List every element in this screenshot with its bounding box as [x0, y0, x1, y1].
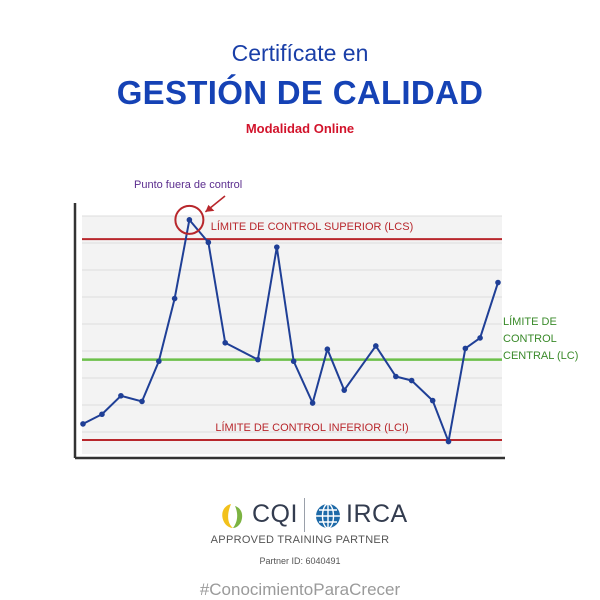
data-point [408, 377, 415, 384]
data-point [477, 335, 483, 341]
central-limit-label: LÍMITE DE [503, 315, 557, 328]
data-point [205, 239, 212, 246]
hashtag: #ConocimientoParaCrecer [199, 580, 401, 599]
annotation-text: Punto fuera de control [134, 179, 242, 191]
data-point [324, 346, 331, 352]
chart-series [80, 217, 501, 445]
data-point [274, 244, 280, 250]
data-point [495, 279, 501, 286]
central-limit-label: CONTROL [503, 333, 557, 345]
irca-wordmark: IRCA [346, 500, 408, 528]
title-line1: Certifícate en [231, 40, 369, 66]
data-point [373, 343, 379, 349]
chart-labels: LÍMITE DE CONTROL SUPERIOR (LCS) LÍMITE D… [134, 179, 578, 434]
chart-grid [82, 215, 502, 454]
data-point [393, 373, 399, 380]
central-limit-label: CENTRAL (LC) [503, 350, 578, 362]
irca-globe-icon [316, 503, 340, 529]
data-point [118, 392, 124, 399]
lower-limit-label: LÍMITE DE CONTROL INFERIOR (LCI) [215, 421, 408, 434]
annotation-arrowhead [205, 204, 215, 212]
data-point [290, 358, 297, 365]
data-point [139, 398, 145, 405]
data-point [462, 345, 469, 352]
data-point [445, 438, 452, 445]
data-point [341, 387, 348, 393]
approved-partner-text: APPROVED TRAINING PARTNER [210, 534, 390, 546]
data-point [429, 397, 436, 404]
control-chart: LÍMITE DE CONTROL SUPERIOR (LCS) LÍMITE D… [73, 179, 578, 460]
data-point [309, 400, 316, 406]
page-title: GESTIÓN DE CALIDAD [116, 74, 484, 111]
plot-background [82, 216, 502, 454]
cqi-wordmark: CQI [252, 500, 298, 528]
upper-limit-label: LÍMITE DE CONTROL SUPERIOR (LCS) [211, 220, 414, 233]
data-point [171, 295, 178, 302]
data-point [99, 411, 105, 418]
cqi-logo-icon [222, 504, 243, 528]
data-point [222, 339, 228, 346]
logo-divider [304, 498, 305, 532]
data-point [186, 217, 193, 223]
data-point [80, 421, 86, 427]
subtitle: Modalidad Online [245, 121, 355, 136]
logos-row: CQI IRCA [0, 498, 600, 538]
partner-id: Partner ID: 6040491 [259, 556, 341, 566]
out-of-control-circle [174, 204, 205, 235]
data-point [255, 356, 261, 363]
data-point [156, 358, 162, 365]
